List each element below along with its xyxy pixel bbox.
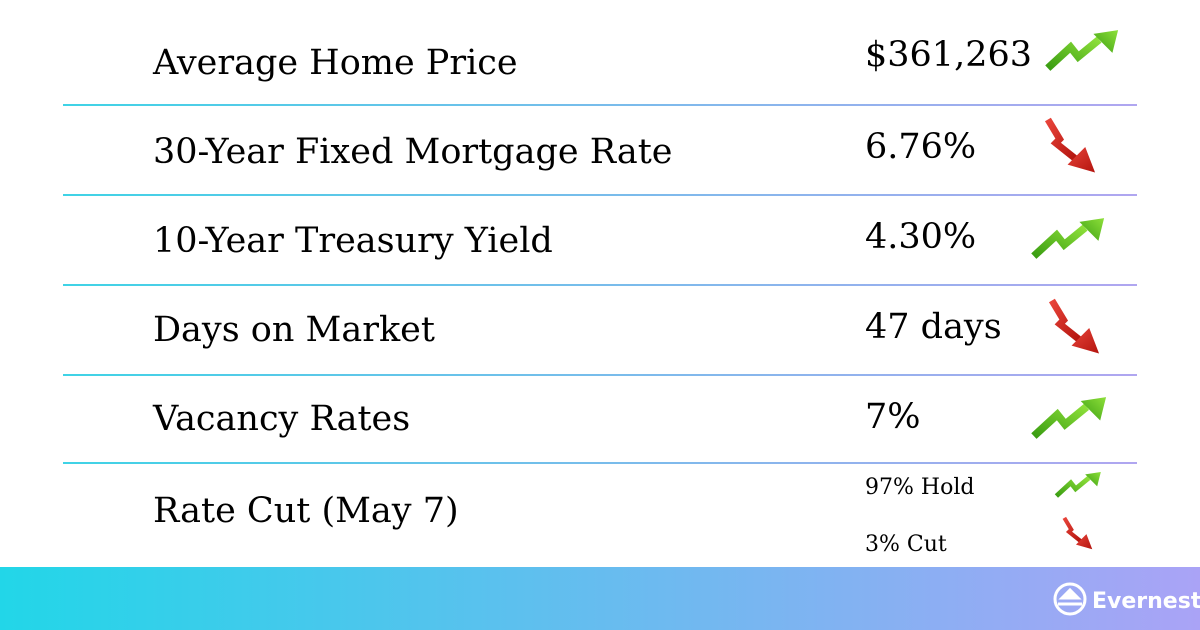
row-label: Average Home Price: [152, 43, 518, 83]
row-label: Rate Cut (May 7): [153, 491, 459, 531]
row-label: 30-Year Fixed Mortgage Rate: [153, 132, 673, 172]
row-value: 47 days: [865, 307, 1002, 347]
separator: [63, 194, 1137, 196]
trend-up-icon: [1034, 218, 1104, 256]
row-value: 3% Cut: [865, 532, 947, 557]
row-value: 97% Hold: [865, 475, 974, 500]
separators: [63, 104, 1137, 464]
trend-up-icon: [1048, 30, 1118, 68]
trend-up-icon: [1034, 397, 1106, 436]
trend-down-icon: [1052, 300, 1099, 353]
separator: [63, 284, 1137, 286]
separator: [63, 462, 1137, 464]
row-value: 7%: [865, 397, 921, 437]
logo-icon: [1053, 582, 1087, 616]
separator: [63, 104, 1137, 106]
trend-down-icon: [1064, 518, 1092, 549]
row-value: $361,263: [865, 35, 1032, 75]
separator: [63, 374, 1137, 376]
footer-band: [0, 567, 1200, 630]
row-value: 4.30%: [865, 217, 976, 257]
trend-up-icon: [1056, 472, 1100, 496]
row-value: 6.76%: [865, 127, 976, 167]
row-label: Vacancy Rates: [152, 399, 410, 439]
row-label: Days on Market: [153, 310, 435, 350]
trend-down-icon: [1048, 119, 1095, 172]
logo: Evernest: [1092, 589, 1200, 614]
row-label: 10-Year Treasury Yield: [153, 221, 553, 261]
